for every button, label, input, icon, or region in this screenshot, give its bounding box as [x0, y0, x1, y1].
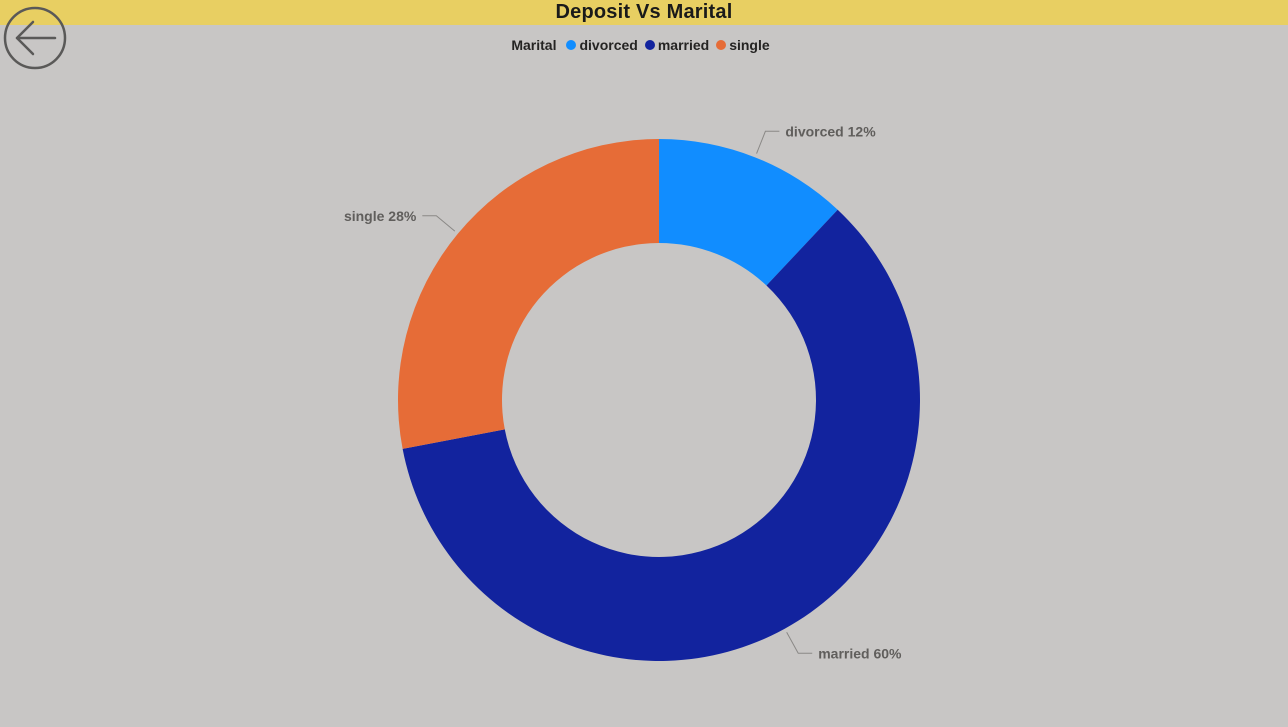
legend-swatch-married: [644, 40, 655, 50]
page-title: Deposit Vs Marital: [555, 1, 733, 23]
data-label-married: married 60%: [818, 645, 902, 661]
leader-lines: [422, 130, 813, 654]
donut-slices: [398, 139, 920, 661]
slice-labels: divorced 12% married 60% single 28%: [344, 123, 902, 661]
legend-item-single[interactable]: single: [716, 37, 770, 53]
data-label-single: single 28%: [344, 208, 417, 224]
back-arrow-icon: [3, 6, 67, 70]
legend-label-divorced: divorced: [579, 37, 638, 53]
slice-single[interactable]: [398, 139, 659, 449]
legend-swatch-single: [716, 40, 727, 50]
title-bar: Deposit Vs Marital: [0, 0, 1288, 25]
legend-item-married[interactable]: married: [644, 37, 710, 53]
data-label-divorced: divorced 12%: [785, 123, 876, 139]
legend-item-divorced[interactable]: divorced: [566, 37, 638, 53]
legend-swatch-divorced: [566, 40, 577, 50]
legend-label-married: married: [657, 37, 710, 53]
leader-line-single: [422, 215, 456, 232]
leader-line-divorced: [756, 130, 780, 154]
leader-line-married: [786, 631, 813, 654]
back-button[interactable]: [3, 6, 67, 70]
slice-married[interactable]: [402, 209, 920, 661]
legend-title: Marital: [511, 37, 557, 53]
legend: Marital divorced married single: [0, 37, 1288, 53]
legend-label-single: single: [729, 37, 770, 53]
slice-divorced[interactable]: [659, 139, 838, 286]
